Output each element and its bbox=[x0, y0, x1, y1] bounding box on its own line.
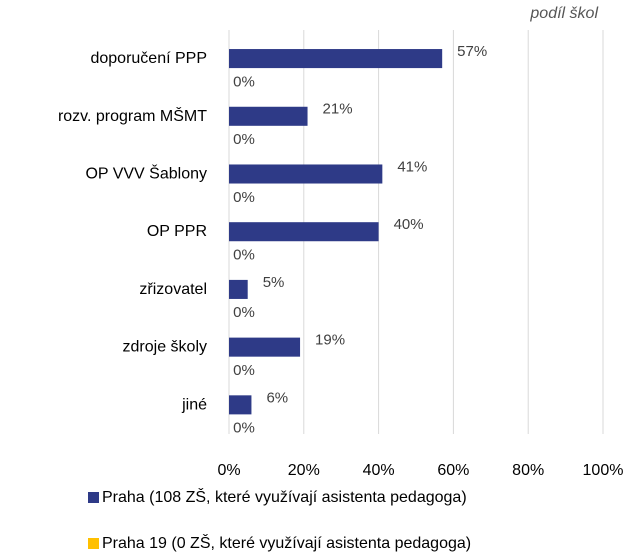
value-label: 0% bbox=[233, 189, 255, 206]
legend-label: Praha (108 ZŠ, které využívají asistenta… bbox=[102, 487, 467, 506]
legend-label: Praha 19 (0 ZŠ, které využívají asistent… bbox=[102, 533, 471, 552]
value-label: 0% bbox=[233, 131, 255, 148]
x-tick-label: 60% bbox=[437, 462, 469, 479]
y-tick-label: OP VVV Šablony bbox=[85, 164, 207, 183]
y-tick-label: doporučení PPP bbox=[90, 50, 207, 67]
value-label: 0% bbox=[233, 246, 255, 263]
legend-swatch bbox=[88, 492, 99, 503]
value-label: 6% bbox=[266, 389, 288, 406]
value-label: 41% bbox=[397, 158, 427, 175]
bar bbox=[229, 106, 308, 126]
bar bbox=[229, 49, 443, 69]
x-tick-label: 0% bbox=[217, 462, 240, 479]
x-tick-label: 40% bbox=[363, 462, 395, 479]
bar bbox=[229, 164, 383, 184]
y-tick-label: jiné bbox=[181, 396, 207, 413]
value-label: 0% bbox=[233, 362, 255, 379]
x-tick-label: 100% bbox=[583, 462, 624, 479]
value-label: 21% bbox=[323, 101, 353, 118]
x-tick-label: 20% bbox=[288, 462, 320, 479]
y-tick-label: zřizovatel bbox=[139, 281, 207, 298]
y-tick-label: rozv. program MŠMT bbox=[58, 106, 207, 125]
y-tick-label: zdroje školy bbox=[123, 339, 207, 356]
annotation: podíl škol bbox=[529, 5, 598, 22]
bar bbox=[229, 337, 301, 357]
bar bbox=[229, 222, 379, 242]
value-label: 19% bbox=[315, 332, 345, 349]
bar bbox=[229, 279, 248, 299]
value-label: 40% bbox=[394, 216, 424, 233]
legend-swatch bbox=[88, 538, 99, 549]
value-label: 5% bbox=[263, 274, 285, 291]
bar bbox=[229, 395, 252, 415]
value-label: 0% bbox=[233, 420, 255, 437]
value-label: 0% bbox=[233, 304, 255, 321]
x-tick-label: 80% bbox=[512, 462, 544, 479]
value-label: 57% bbox=[457, 43, 487, 60]
y-tick-label: OP PPR bbox=[147, 223, 207, 240]
value-label: 0% bbox=[233, 73, 255, 90]
